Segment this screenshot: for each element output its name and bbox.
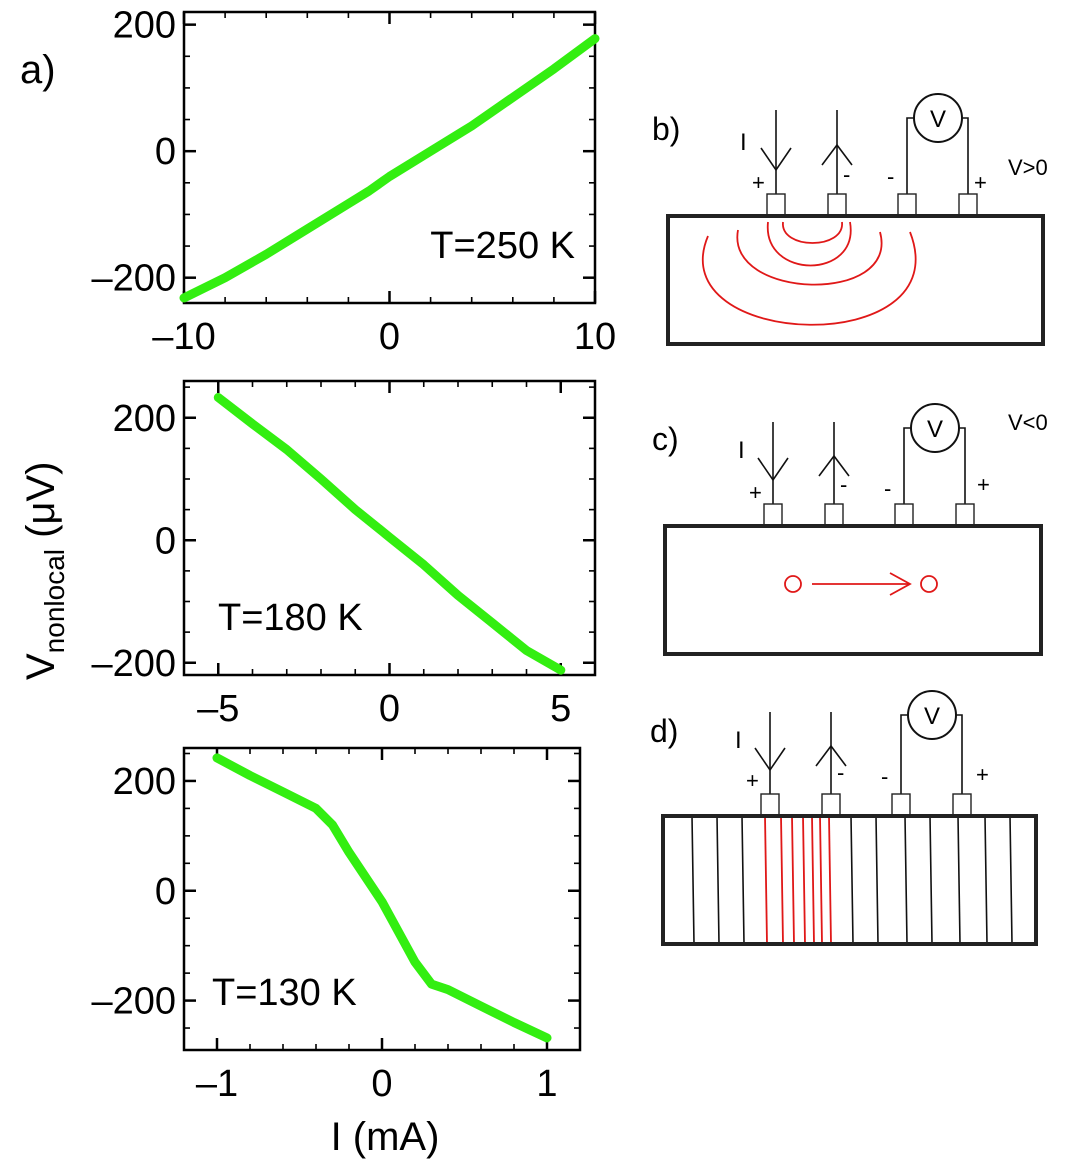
contact-1 (760, 793, 780, 817)
diagram-c-sign-note: V<0 (1008, 410, 1048, 435)
y-tick-label: –200 (91, 981, 176, 1023)
x-tick-label: –10 (152, 316, 215, 358)
temperature-annotation: T=180 K (218, 597, 363, 639)
sign-minus-left: - (840, 472, 847, 497)
x-axis-label: I (mA) (331, 1115, 440, 1159)
y-tick-label: –200 (91, 643, 176, 685)
contact-4 (955, 503, 975, 527)
sign-minus-left: - (837, 760, 844, 785)
contact-1 (766, 193, 786, 217)
sign-minus-right: - (887, 164, 894, 189)
contact-4 (958, 193, 978, 217)
diagram-d-label: d) (650, 713, 678, 749)
sample-bar (663, 524, 1043, 656)
contact-3 (891, 793, 911, 817)
voltmeter: V (900, 690, 963, 794)
current-in-arrow (754, 712, 786, 794)
voltmeter: V (903, 403, 966, 504)
sign-plus-left: + (752, 170, 765, 195)
diagram-c-current-label: I (738, 437, 745, 464)
voltmeter-label: V (927, 416, 943, 443)
series-line (212, 753, 552, 1043)
field-lines (701, 221, 917, 326)
domain-motion (784, 572, 938, 596)
contact-3 (897, 193, 917, 217)
y-axis-label: Vnonlocal (μV) (19, 462, 70, 680)
sign-minus-left: - (843, 162, 850, 187)
contact-2 (827, 193, 847, 217)
current-out-arrow (818, 422, 850, 504)
series-line (213, 393, 566, 675)
plot-3: –1 0 1 200 0 –200 T=130 K (91, 746, 582, 1105)
temperature-annotation: T=250 K (430, 225, 575, 267)
series-line (179, 34, 600, 303)
current-in-arrow (760, 110, 792, 194)
plot-1: –10 0 10 200 0 –200 T=250 K (91, 5, 616, 358)
voltmeter-label: V (930, 106, 946, 133)
domain-walls-red (764, 815, 832, 945)
x-tick-label: 5 (550, 688, 571, 730)
contact-4 (952, 793, 972, 817)
contact-2 (824, 503, 844, 527)
x-tick-label: 0 (371, 1063, 392, 1105)
sign-minus-right: - (881, 764, 888, 789)
sign-plus-left: + (746, 768, 759, 793)
x-tick-label: 1 (536, 1063, 557, 1105)
sample-bar (661, 814, 1038, 946)
plot-2: –5 0 5 200 0 –200 T=180 K (91, 379, 597, 730)
diagram-b: b) I V>0 V + - - + (652, 93, 1048, 346)
panel-a-label: a) (20, 48, 56, 92)
diagram-c-label: c) (652, 421, 679, 457)
current-out-arrow (821, 110, 853, 194)
domain-walls-black (691, 815, 1013, 945)
diagram-d: d) I V + - - + (650, 690, 1038, 946)
diagram-b-current-label: I (740, 129, 747, 156)
sample-bar (666, 214, 1045, 346)
temperature-annotation: T=130 K (212, 972, 357, 1014)
x-tick-label: 0 (379, 688, 400, 730)
diagram-b-sign-note: V>0 (1008, 155, 1048, 180)
x-tick-label: –1 (196, 1063, 238, 1105)
x-tick-label: 10 (574, 316, 616, 358)
voltmeter-label: V (924, 703, 940, 730)
y-tick-label: 0 (155, 131, 176, 173)
y-tick-label: 200 (113, 5, 176, 47)
contact-2 (821, 793, 841, 817)
current-out-arrow (815, 712, 847, 794)
y-tick-label: 0 (155, 520, 176, 562)
diagram-c: c) I V<0 V + - - + (652, 403, 1048, 656)
diagram-b-label: b) (652, 111, 680, 147)
diagram-d-current-label: I (735, 727, 742, 754)
contact-3 (894, 503, 914, 527)
contact-1 (763, 503, 783, 527)
sign-plus-right: + (974, 170, 987, 195)
sign-minus-right: - (884, 476, 891, 501)
y-tick-label: –200 (91, 258, 176, 300)
x-tick-label: 0 (379, 316, 400, 358)
x-tick-label: –5 (197, 688, 239, 730)
sign-plus-right: + (977, 472, 990, 497)
voltmeter: V (906, 93, 969, 194)
sign-plus-right: + (976, 762, 989, 787)
current-in-arrow (757, 422, 789, 504)
y-tick-label: 200 (113, 761, 176, 803)
y-tick-label: 200 (113, 398, 176, 440)
y-tick-label: 0 (155, 871, 176, 913)
sign-plus-left: + (749, 480, 762, 505)
